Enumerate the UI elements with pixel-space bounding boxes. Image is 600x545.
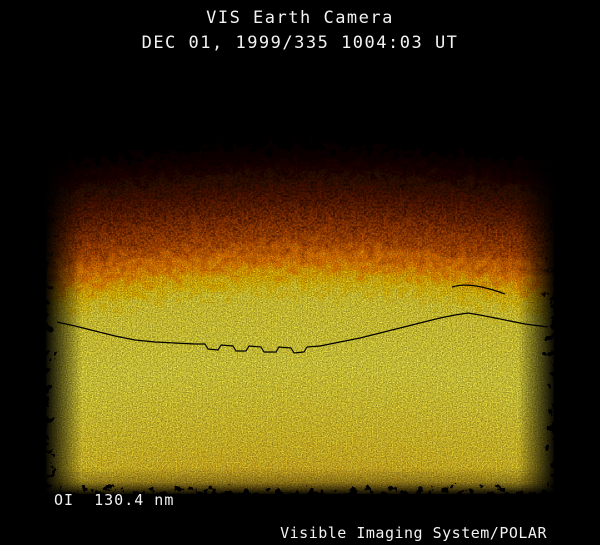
coastline-overlay	[56, 312, 549, 354]
credits-block: Visible Imaging System/POLAR The Univers…	[242, 491, 547, 545]
grain-layer	[46, 62, 554, 494]
image-timestamp: DEC 01, 1999/335 1004:03 UT	[141, 33, 459, 53]
vignette-left	[46, 62, 82, 494]
vignette-right	[518, 62, 554, 494]
filter-wavelength-label: OI 130.4 nm	[54, 491, 175, 509]
limb-segment-overlay	[451, 284, 506, 295]
instrument-credit: Visible Imaging System/POLAR	[280, 524, 547, 542]
page-title: VIS Earth Camera	[206, 8, 394, 28]
vignette-bottom	[46, 468, 554, 494]
